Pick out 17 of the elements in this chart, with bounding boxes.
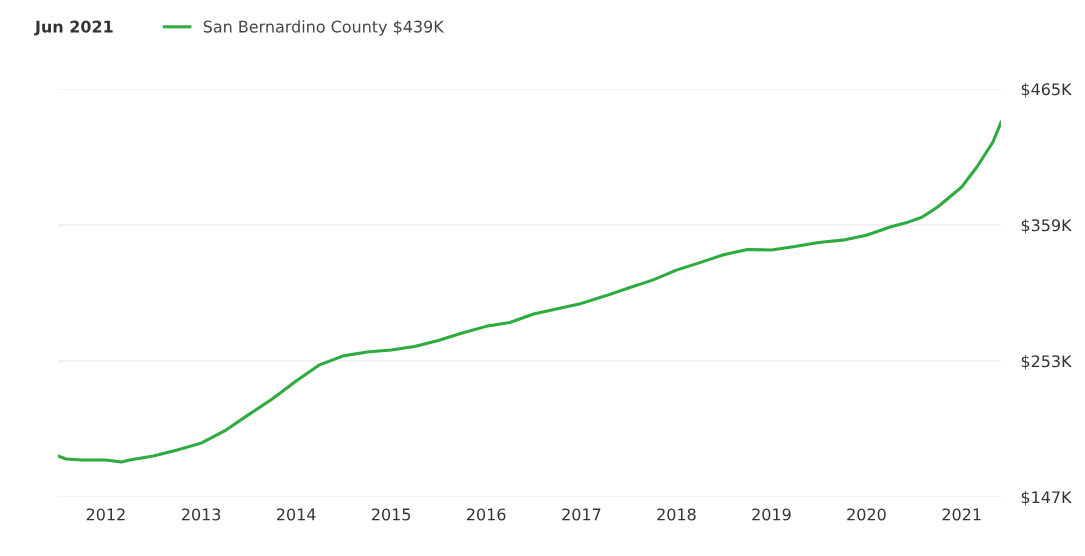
- y-tick-label: $465K: [1021, 82, 1072, 98]
- y-tick-label: $359K: [1021, 218, 1072, 234]
- x-tick-label: 2018: [657, 508, 696, 521]
- chart-title: Jun 2021: [34, 20, 113, 36]
- x-tick-label: 2014: [277, 508, 316, 521]
- x-tick-label: 2015: [372, 508, 411, 521]
- x-tick-label: 2019: [752, 508, 791, 521]
- x-tick-label: 2013: [182, 508, 221, 521]
- x-tick-label: 2012: [86, 508, 125, 521]
- x-tick-label: 2021: [942, 508, 981, 521]
- legend-label: San Bernardino County $439K: [203, 20, 445, 36]
- y-tick-label: $147K: [1021, 490, 1072, 506]
- line-series: [58, 120, 1001, 464]
- y-tick-label: $253K: [1021, 354, 1072, 370]
- x-tick-label: 2017: [562, 508, 601, 521]
- x-tick-label: 2020: [847, 508, 886, 521]
- x-tick-label: 2016: [467, 508, 506, 521]
